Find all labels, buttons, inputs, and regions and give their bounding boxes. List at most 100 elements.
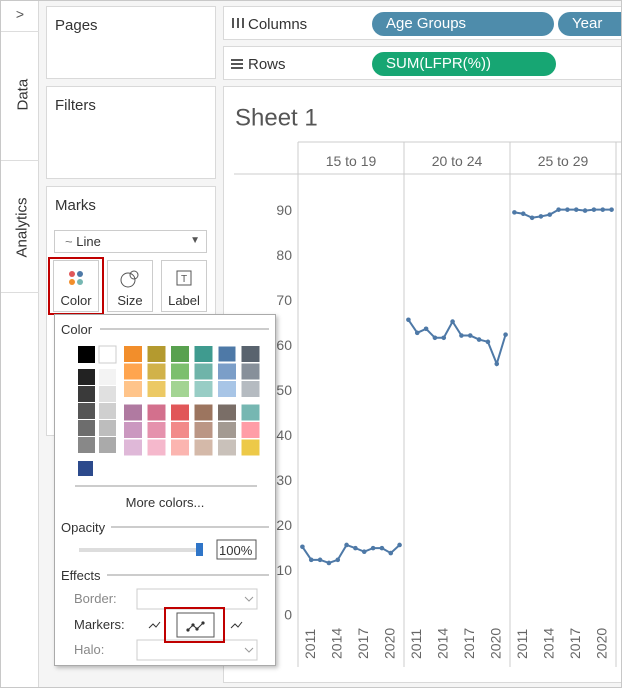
swatch — [147, 346, 166, 362]
y-tick-label: 40 — [276, 427, 292, 443]
point — [388, 550, 394, 556]
data-tab[interactable]: Data — [1, 31, 39, 161]
sheet-title: Sheet 1 — [235, 104, 318, 131]
point — [582, 208, 588, 213]
card-title: Filters — [55, 97, 96, 114]
point — [379, 545, 385, 551]
card-title: Marks — [55, 197, 96, 214]
label-button[interactable]: T Label — [161, 260, 207, 312]
pages-card: Pages — [46, 6, 216, 79]
swatch — [78, 437, 95, 453]
pane-header: 25 to 29 — [538, 153, 589, 169]
rows-icon — [231, 59, 243, 69]
point — [406, 317, 411, 323]
swatch — [194, 346, 213, 362]
point — [397, 542, 402, 548]
shelf-label: Rows — [248, 56, 286, 73]
border-dropdown[interactable] — [136, 588, 258, 610]
point — [494, 361, 500, 367]
point — [547, 212, 553, 217]
tab-label: Analytics — [13, 197, 31, 258]
point — [353, 545, 358, 551]
rows-shelf: Rows SUM(LFPR(%)) — [223, 46, 621, 80]
halo-dropdown[interactable] — [136, 639, 258, 661]
marker-icon — [187, 622, 204, 631]
series-line — [514, 208, 612, 219]
card-title: Pages — [55, 17, 98, 34]
color-icon — [69, 271, 83, 285]
button-label: Label — [168, 293, 200, 308]
swatch — [218, 381, 236, 397]
point — [335, 557, 341, 563]
opacity-thumb[interactable] — [196, 543, 203, 556]
swatch — [124, 346, 142, 362]
swatch — [78, 346, 95, 363]
swatch — [194, 422, 213, 438]
point — [432, 335, 438, 341]
more-colors-link[interactable]: More colors... — [125, 495, 205, 510]
x-tick-label: 2017 — [461, 628, 477, 659]
swatch — [171, 346, 189, 362]
swatch — [241, 363, 260, 380]
point — [565, 207, 570, 212]
point — [573, 207, 579, 212]
measure-pill[interactable]: SUM(LFPR(%)) — [372, 52, 556, 76]
analytics-tab[interactable]: Analytics — [1, 161, 39, 293]
size-button[interactable]: Size — [107, 260, 153, 312]
swatch — [124, 439, 142, 456]
swatch — [124, 363, 142, 380]
swatch — [218, 404, 236, 421]
point — [512, 210, 517, 215]
x-tick-label: 2020 — [381, 628, 397, 659]
series-line — [301, 543, 401, 565]
swatch — [99, 403, 116, 419]
swatch — [241, 422, 260, 438]
swatch — [78, 403, 95, 419]
swatch — [124, 404, 142, 421]
swatch — [147, 363, 166, 380]
color-button[interactable]: Color — [53, 260, 99, 312]
swatch — [124, 381, 142, 397]
svg-text:T: T — [181, 274, 187, 285]
point — [361, 549, 367, 555]
y-tick-label: 20 — [276, 517, 292, 533]
opacity-box[interactable] — [216, 539, 257, 560]
point — [459, 333, 464, 338]
swatch — [217, 345, 237, 363]
marker-all[interactable] — [230, 621, 243, 629]
sheet: Sheet 1 0 10 20 30 40 50 60 70 80 90 15 to 19 2011 2… — [223, 86, 621, 683]
marker-none[interactable] — [148, 621, 161, 629]
y-tick-label: 50 — [276, 382, 292, 398]
swatch — [99, 386, 116, 402]
dimension-pill[interactable]: Age Groups — [372, 12, 554, 36]
section-label: Color — [61, 322, 93, 337]
swatch — [78, 386, 95, 402]
swatch — [241, 346, 260, 362]
swatch — [147, 404, 166, 421]
swatch — [98, 345, 117, 364]
swatch — [171, 422, 189, 438]
series-line — [407, 319, 507, 367]
size-icon — [120, 270, 139, 288]
pane-header: 15 to 19 — [326, 153, 377, 169]
swatch — [99, 369, 116, 385]
x-tick-label: 2014 — [434, 628, 450, 659]
swatch — [147, 381, 166, 397]
opacity-value: 100% — [219, 543, 253, 558]
point — [414, 330, 420, 336]
highlight-box — [48, 257, 104, 315]
mark-type-dropdown[interactable]: ~ Line ▼ — [54, 230, 207, 253]
swatch — [241, 404, 260, 421]
point — [441, 335, 447, 341]
pane-header: 20 to 24 — [432, 153, 483, 169]
swatch — [218, 439, 236, 456]
marker-selected[interactable] — [176, 612, 215, 638]
dimension-pill[interactable]: Year — [558, 12, 621, 36]
expand-button[interactable]: > — [15, 6, 25, 22]
y-tick-label: 60 — [276, 337, 292, 353]
point — [529, 215, 535, 221]
x-tick-label: 2011 — [408, 629, 424, 659]
swatch — [218, 363, 236, 380]
shelf-label: Columns — [248, 16, 308, 33]
